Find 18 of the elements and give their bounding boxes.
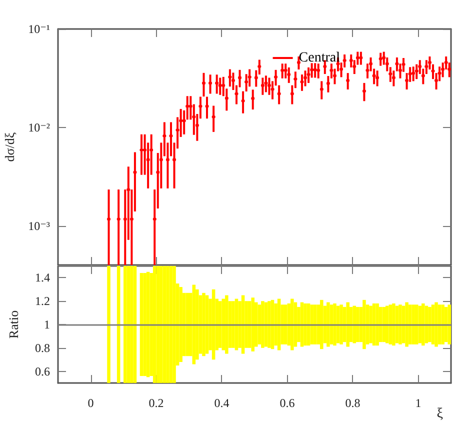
- x-tick-label: 0.6: [280, 396, 295, 410]
- y-tick-label: 0.8: [35, 340, 50, 355]
- y-tick-label: 10⁻¹: [28, 22, 50, 36]
- y-tick-label: 0.6: [35, 364, 50, 378]
- x-tick-label: 0.4: [214, 396, 230, 410]
- y-tick-label: 1: [44, 318, 50, 332]
- y-tick-label: 1.2: [35, 294, 50, 308]
- y-axis-title: Ratio: [6, 310, 21, 339]
- x-tick-label: 0: [88, 396, 94, 410]
- y-tick-label: 1.4: [35, 270, 50, 285]
- legend-label: Central: [298, 50, 340, 66]
- x-tick-label: 0.2: [148, 396, 164, 410]
- y-axis-title: dσ/dξ: [2, 132, 17, 162]
- x-tick-label: 0.8: [345, 396, 360, 410]
- x-axis-title: ξ: [436, 406, 443, 422]
- x-tick-label: 1: [415, 396, 422, 410]
- y-tick-label: 10⁻³: [28, 218, 50, 233]
- y-tick-label: 10⁻²: [28, 120, 50, 134]
